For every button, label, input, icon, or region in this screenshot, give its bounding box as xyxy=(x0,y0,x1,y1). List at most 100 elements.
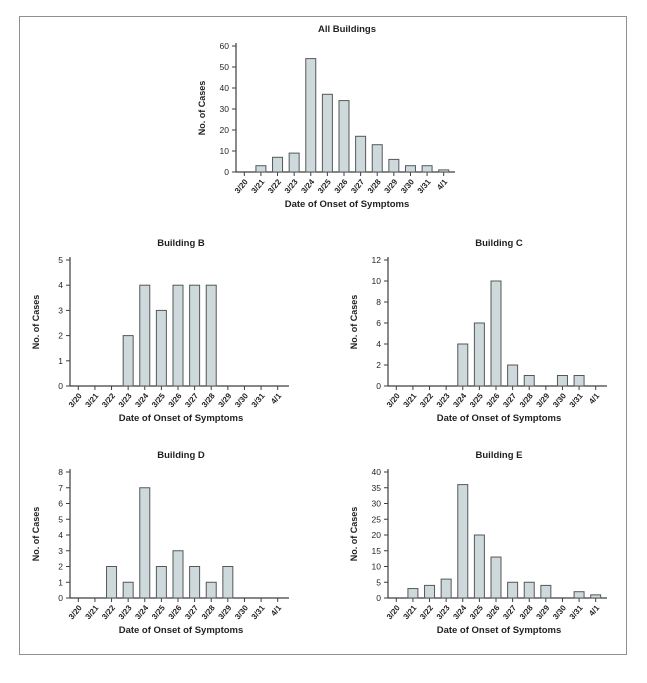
bar-3/28 xyxy=(205,284,217,387)
x-tick-label: 3/27 xyxy=(349,177,366,195)
chart-title: All Buildings xyxy=(317,24,377,35)
x-tick-label: 3/28 xyxy=(518,603,535,621)
bar-3/26 xyxy=(490,280,502,387)
chart-building-e: Building E No. of Cases 0 5 10 15 20 25 30 35 40… xyxy=(340,449,610,637)
chart-title: Building B xyxy=(157,238,205,249)
x-tick-label: 3/28 xyxy=(200,391,217,409)
bar-3/31 xyxy=(421,165,433,173)
x-tick-label: 3/21 xyxy=(402,603,419,621)
bar-3/31 xyxy=(573,375,585,387)
y-tick-label: 10 xyxy=(372,276,382,286)
bar-3/26 xyxy=(172,550,184,599)
bar-3/24 xyxy=(139,487,151,599)
y-axis-label: No. of Cases xyxy=(197,80,207,136)
x-tick-label: 4/1 xyxy=(435,177,449,192)
x-tick-label: 3/23 xyxy=(435,603,452,621)
bar-3/29 xyxy=(388,158,400,173)
figure-frame: All Buildings No. of Cases 0 10 20 30 40 50 60… xyxy=(19,16,627,655)
y-tick-label: 3 xyxy=(58,546,63,556)
y-tick-label: 6 xyxy=(376,318,381,328)
y-tick-label: 4 xyxy=(58,530,63,540)
bar-3/29 xyxy=(222,566,234,599)
bar-3/22 xyxy=(106,566,118,599)
x-tick-label: 3/25 xyxy=(150,391,167,409)
y-tick-label: 20 xyxy=(220,125,230,135)
y-tick-label: 0 xyxy=(376,381,381,391)
y-tick-label: 6 xyxy=(58,499,63,509)
x-tick-label: 3/26 xyxy=(167,391,184,409)
bar-3/30 xyxy=(404,165,416,173)
y-tick-label: 5 xyxy=(376,577,381,587)
bar-3/25 xyxy=(321,93,333,173)
x-axis-label: Date of Onset of Symptoms xyxy=(118,625,244,636)
x-tick-label: 3/27 xyxy=(501,603,518,621)
bar-3/27 xyxy=(189,566,201,599)
x-tick-label: 3/27 xyxy=(183,391,200,409)
x-tick-label: 3/30 xyxy=(551,603,568,621)
y-tick-label: 20 xyxy=(372,530,382,540)
bar-3/28 xyxy=(523,581,535,599)
y-tick-label: 2 xyxy=(58,331,63,341)
x-tick-label: 3/29 xyxy=(216,391,233,409)
bar-4/1 xyxy=(590,594,602,599)
x-tick-label: 3/27 xyxy=(183,603,200,621)
x-tick-label: 4/1 xyxy=(587,391,601,406)
bars xyxy=(407,484,602,599)
y-tick-label: 0 xyxy=(58,381,63,391)
x-tick-label: 3/25 xyxy=(316,177,333,195)
chart-building-d: Building D No. of Cases 0 1 2 3 4 5 6 7 8 3/20 3/2… xyxy=(22,449,292,637)
bar-3/27 xyxy=(507,581,519,599)
y-tick-label: 8 xyxy=(58,467,63,477)
y-axis-label: No. of Cases xyxy=(349,294,359,350)
x-tick-label: 3/23 xyxy=(435,391,452,409)
bar-3/24 xyxy=(305,58,317,173)
x-tick-label: 3/31 xyxy=(568,603,585,621)
chart-title: Building D xyxy=(157,450,205,461)
bar-3/28 xyxy=(371,144,383,173)
x-tick-label: 3/22 xyxy=(418,391,435,409)
x-axis-label: Date of Onset of Symptoms xyxy=(118,413,244,424)
bar-3/23 xyxy=(440,578,452,599)
bars xyxy=(457,280,585,387)
x-tick-label: 3/24 xyxy=(451,603,468,621)
x-tick-label: 3/23 xyxy=(283,177,300,195)
bar-3/26 xyxy=(490,556,502,599)
chart-body: No. of Cases 0 5 10 15 20 25 30 35 40 3/20 3/21 3/2… xyxy=(340,462,610,630)
x-tick-label: 3/25 xyxy=(150,603,167,621)
bar-3/27 xyxy=(507,364,519,387)
x-tick-label: 3/26 xyxy=(333,177,350,195)
x-tick-label: 3/29 xyxy=(534,391,551,409)
y-tick-label: 10 xyxy=(372,562,382,572)
x-tick-label: 3/22 xyxy=(418,603,435,621)
x-tick-label: 3/22 xyxy=(266,177,283,195)
bars xyxy=(122,284,217,387)
bar-4/1 xyxy=(438,169,450,173)
x-tick-label: 3/29 xyxy=(216,603,233,621)
plot-area: 0 5 10 15 20 25 30 35 40 3/20 3/21 3/22 3/23 3/24 3/25… xyxy=(372,467,607,621)
y-tick-label: 30 xyxy=(372,499,382,509)
x-tick-label: 3/25 xyxy=(468,391,485,409)
x-tick-label: 3/21 xyxy=(250,177,267,195)
x-tick-label: 3/22 xyxy=(100,603,117,621)
y-tick-label: 15 xyxy=(372,546,382,556)
y-tick-label: 0 xyxy=(376,593,381,603)
y-tick-label: 50 xyxy=(220,62,230,72)
chart-title: Building E xyxy=(475,450,523,461)
x-tick-label: 3/31 xyxy=(568,391,585,409)
x-tick-label: 3/20 xyxy=(385,603,402,621)
y-tick-label: 5 xyxy=(58,514,63,524)
bar-3/22 xyxy=(272,156,284,173)
x-tick-label: 3/28 xyxy=(518,391,535,409)
x-tick-label: 3/26 xyxy=(167,603,184,621)
chart-body: No. of Cases 0 2 4 6 8 10 12 3/20 3/21 3/22 3/23 3/… xyxy=(340,250,610,418)
x-tick-label: 3/20 xyxy=(67,391,84,409)
x-tick-label: 3/26 xyxy=(485,603,502,621)
y-tick-label: 4 xyxy=(58,280,63,290)
bar-3/25 xyxy=(155,309,167,387)
y-tick-label: 12 xyxy=(372,255,382,265)
y-tick-label: 25 xyxy=(372,514,382,524)
y-tick-label: 2 xyxy=(58,562,63,572)
x-tick-label: 3/23 xyxy=(117,391,134,409)
